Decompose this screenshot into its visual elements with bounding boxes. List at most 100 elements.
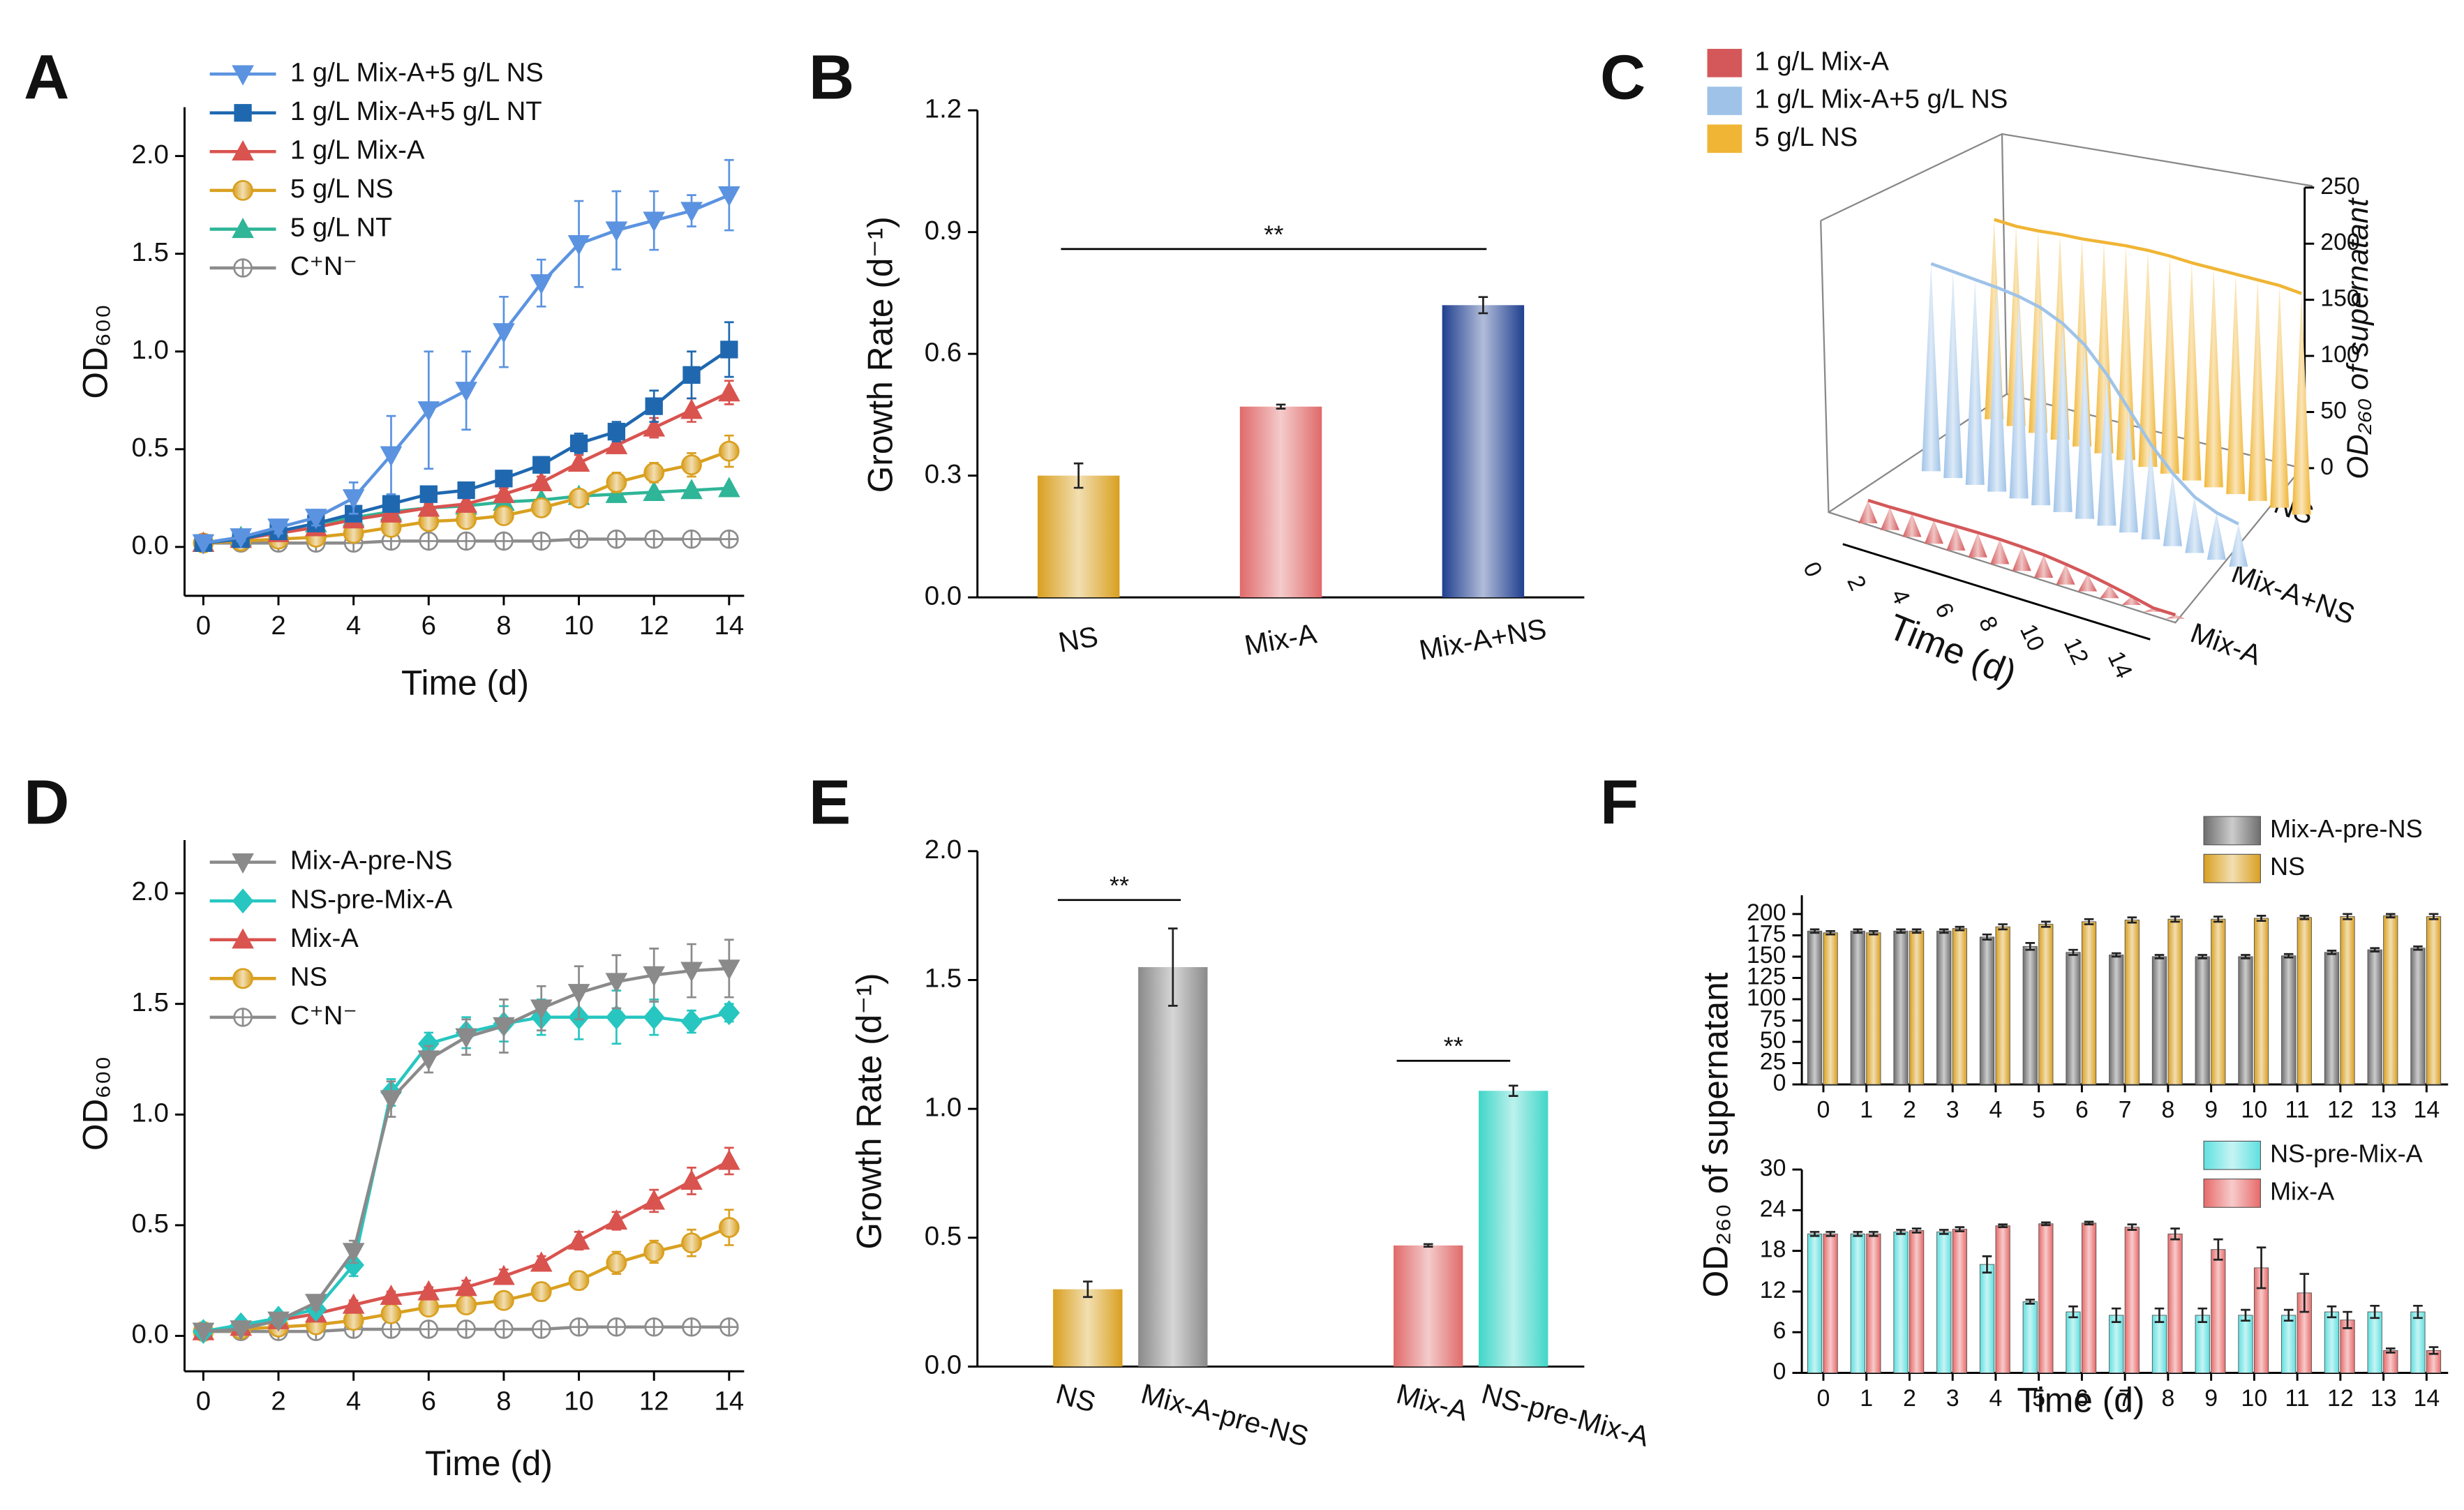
marker — [456, 531, 476, 551]
panel-label: B — [809, 42, 854, 112]
bar — [1936, 930, 1952, 1085]
cone — [2163, 473, 2182, 546]
y-tick-label: 0.5 — [132, 1209, 169, 1239]
error-bar — [2084, 918, 2094, 925]
bar — [1936, 1231, 1952, 1373]
marker — [643, 416, 666, 437]
marker — [233, 1008, 253, 1027]
error-bar — [2283, 952, 2294, 959]
y-tick-label: 0.0 — [925, 1350, 962, 1380]
y-tick-label: 1.5 — [132, 987, 169, 1017]
y-axis-title: Growth Rate (d⁻¹) — [849, 973, 888, 1249]
error-bar — [2256, 914, 2267, 922]
error-bar — [1869, 1231, 1879, 1237]
cone — [2292, 293, 2311, 515]
y-axis-title: OD₂₆₀ of supernatant — [1696, 972, 1735, 1297]
marker — [718, 381, 740, 402]
legend-label: NS — [290, 962, 327, 992]
bar — [2195, 1315, 2210, 1373]
bar — [1807, 1233, 1823, 1373]
error-bar — [2327, 1305, 2337, 1319]
marker — [305, 509, 327, 530]
marker — [232, 65, 254, 86]
bar — [1037, 475, 1120, 598]
bar — [2066, 952, 2081, 1085]
x-tick-label: 13 — [2370, 1096, 2397, 1123]
bar — [2410, 1311, 2426, 1373]
marker — [718, 1000, 740, 1026]
cone — [1990, 539, 2010, 565]
x-tick-label: 7 — [2119, 1385, 2132, 1412]
marker — [494, 531, 514, 551]
marker — [718, 1149, 740, 1170]
marker — [567, 1229, 590, 1250]
x-tick-label: 1 — [1860, 1096, 1873, 1123]
panel-label: D — [24, 767, 69, 837]
x-tick-label: 9 — [2204, 1096, 2218, 1123]
x-tick-label: 14 — [2414, 1096, 2440, 1123]
y-tick-label: 100 — [1747, 985, 1786, 1011]
x-tick-label: 12 — [639, 1386, 669, 1416]
y-tick-label: 0.0 — [132, 1320, 169, 1350]
bar — [2211, 1249, 2226, 1373]
marker — [531, 1320, 551, 1339]
error-bar — [2084, 1220, 2094, 1226]
marker — [232, 140, 254, 160]
error-bar — [2154, 954, 2165, 959]
marker — [605, 973, 628, 994]
bar — [1979, 1264, 1995, 1373]
marker — [455, 382, 477, 403]
y-tick-label: 2.0 — [925, 835, 962, 865]
y-tick-label: 0 — [1773, 1358, 1786, 1384]
marker — [493, 505, 514, 526]
marker — [530, 471, 553, 492]
marker — [267, 518, 290, 539]
x-tick-label: 6 — [421, 611, 436, 641]
error-bar — [2299, 1273, 2310, 1313]
legend-swatch — [2203, 853, 2261, 883]
error-bar — [1955, 1226, 1965, 1232]
marker — [456, 1320, 476, 1339]
x-tick-label: 9 — [2204, 1385, 2218, 1412]
x-tick-label: 3 — [1946, 1096, 1959, 1123]
y-tick-label: 1.5 — [132, 237, 169, 267]
error-bar — [2241, 1308, 2250, 1322]
legend-label: NS-pre-Mix-A — [290, 884, 453, 914]
bar — [1850, 930, 1865, 1085]
marker — [493, 1290, 514, 1311]
marker — [457, 481, 475, 500]
marker — [530, 274, 553, 295]
error-bar — [1073, 462, 1084, 489]
bar — [1479, 1091, 1548, 1367]
x-tick-label: 13 — [2370, 1385, 2397, 1412]
marker — [232, 218, 254, 239]
cone — [1902, 513, 1922, 537]
error-bar — [2327, 950, 2337, 955]
error-bar — [1083, 1280, 1093, 1299]
bar — [2238, 1315, 2253, 1373]
bar — [1995, 1225, 2010, 1373]
legend-label: 5 g/L NT — [290, 213, 392, 243]
bar — [1138, 966, 1208, 1367]
legend-swatch — [1707, 124, 1742, 154]
bar — [1866, 932, 1881, 1085]
marker — [232, 968, 253, 989]
bar — [1909, 930, 1925, 1085]
error-bar — [2213, 915, 2223, 923]
bar — [2410, 948, 2426, 1085]
x-tick-label: 2 — [271, 1386, 285, 1416]
bar — [2038, 1223, 2054, 1373]
x-tick-label: 7 — [2119, 1096, 2132, 1123]
y-tick-label: 75 — [1760, 1006, 1786, 1032]
legend-label: NS — [2270, 852, 2305, 881]
bar — [2367, 1311, 2382, 1373]
marker — [382, 495, 401, 513]
bar — [1893, 1231, 1909, 1373]
legend-swatch — [1707, 49, 1742, 77]
cone — [2141, 444, 2160, 539]
marker — [493, 323, 515, 344]
marker — [380, 446, 403, 467]
x-tick-label: 0 — [1817, 1096, 1830, 1123]
marker — [232, 888, 254, 914]
